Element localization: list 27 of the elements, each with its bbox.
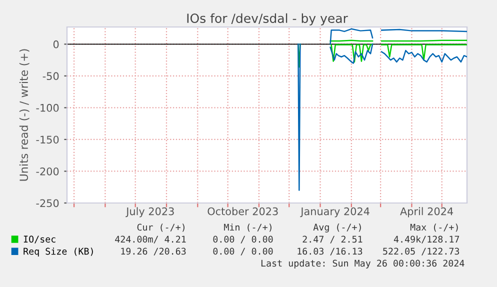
x-tick-label: April 2024 xyxy=(400,207,454,218)
y-tick-label: -200 xyxy=(36,167,59,176)
text: 522.05 /122.73 xyxy=(383,248,460,256)
text: Max (-/+) xyxy=(410,224,458,232)
legend-label: Req Size (KB) xyxy=(24,248,93,257)
x-tick-label: July 2023 xyxy=(126,207,174,218)
y-tick-label: -50 xyxy=(42,72,59,80)
y-tick-label: 0 xyxy=(53,40,59,48)
y-tick-label: -250 xyxy=(36,199,59,208)
text: 2.47 / 2.51 xyxy=(302,236,362,244)
y-tick-label: -100 xyxy=(36,104,59,112)
text: 4.49k/128.17 xyxy=(394,236,460,244)
text: Last update: Sun May 26 00:00:36 2024 xyxy=(261,260,464,268)
text: 0.00 / 0.00 xyxy=(213,248,273,256)
text: 0.00 / 0.00 xyxy=(213,236,273,244)
text: Avg (-/+) xyxy=(313,224,361,232)
text: 19.26 /20.63 xyxy=(121,248,186,256)
text: 424.00m/ 4.21 xyxy=(115,236,186,244)
legend-label: IO/sec xyxy=(24,236,56,244)
text: 16.03 /16.13 xyxy=(298,248,362,256)
x-tick-label: October 2023 xyxy=(208,207,278,216)
text: Min (-/+) xyxy=(224,224,272,232)
chart-title: IOs for /dev/sdal - by year xyxy=(187,13,348,26)
text: Cur (-/+) xyxy=(137,224,184,232)
y-axis-title: Units read (-) / write (+) xyxy=(19,49,30,181)
y-tick-label: -150 xyxy=(36,136,59,144)
x-tick-label: January 2024 xyxy=(300,207,370,218)
